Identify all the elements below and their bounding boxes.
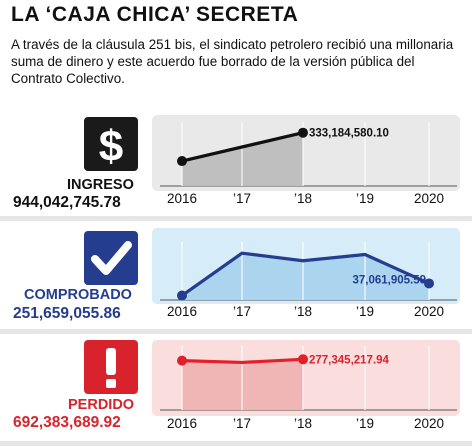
perdido-label: PERDIDO <box>68 397 135 413</box>
point-value-label: 37,061,905.59 <box>352 274 426 286</box>
x-tick-label: 2020 <box>414 304 444 319</box>
checkmark-icon <box>84 231 138 285</box>
page-title: LA ‘CAJA CHICA’ SECRETA <box>11 3 299 26</box>
point-value-label: 277,345,217.94 <box>309 354 390 366</box>
point-value-label: 333,184,580.10 <box>309 128 389 140</box>
series-area <box>182 253 429 300</box>
section-divider <box>0 216 472 221</box>
data-point <box>298 354 308 365</box>
data-point <box>177 290 187 301</box>
data-point <box>177 355 187 366</box>
x-tick-label: ’19 <box>356 416 374 431</box>
series-line <box>181 251 430 297</box>
x-tick-label: ’17 <box>233 191 251 206</box>
ingreso-label: INGRESO <box>67 177 134 193</box>
exclamation-icon <box>84 340 138 394</box>
data-point <box>424 278 434 289</box>
x-tick-label: ’18 <box>294 416 312 431</box>
x-tick-label: 2016 <box>167 416 197 431</box>
page-subtitle: A través de la cláusula 251 bis, el sind… <box>11 37 454 86</box>
x-tick-label: ’18 <box>294 191 312 206</box>
comprobado-label: COMPROBADO <box>24 287 132 303</box>
x-tick-label: 2020 <box>414 191 444 206</box>
section-divider <box>0 441 472 446</box>
x-tick-label: ’17 <box>233 304 251 319</box>
x-tick-label: ’19 <box>356 304 374 319</box>
x-tick-label: ’17 <box>233 416 251 431</box>
x-tick-label: 2016 <box>167 304 197 319</box>
x-tick-label: ’18 <box>294 304 312 319</box>
series-line <box>181 357 304 365</box>
perdido-total: 692,383,689.92 <box>13 414 121 431</box>
x-tick-label: ’19 <box>356 191 374 206</box>
x-tick-label: 2020 <box>414 416 444 431</box>
svg-text:$: $ <box>99 122 123 171</box>
series-line <box>181 131 304 163</box>
x-tick-label: 2016 <box>167 191 197 206</box>
ingreso-total: 944,042,745.78 <box>13 194 121 211</box>
comprobado-total: 251,659,055.86 <box>13 305 121 322</box>
data-point <box>177 156 187 167</box>
data-point <box>298 127 308 138</box>
dollar-sign-icon: $ <box>84 117 138 171</box>
section-divider <box>0 329 472 334</box>
